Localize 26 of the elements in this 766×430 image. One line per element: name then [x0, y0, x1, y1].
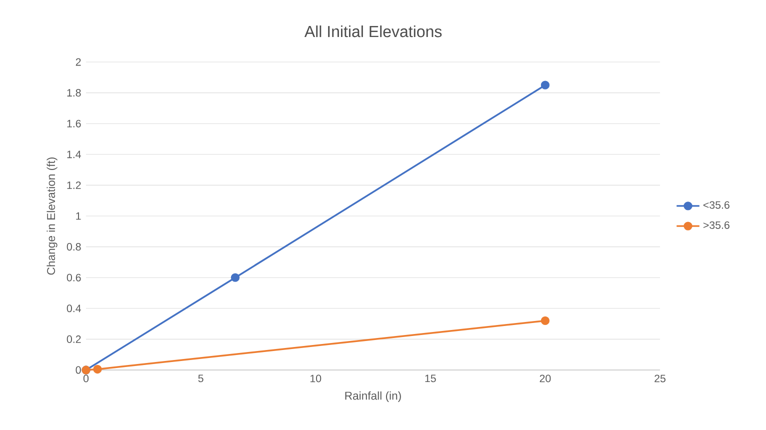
y-tick-label: 1.4	[67, 150, 81, 158]
x-tick-label: 0	[83, 374, 89, 382]
y-tick-label: 0	[76, 366, 81, 374]
x-tick-label: 5	[198, 374, 204, 382]
y-tick-label: 0.8	[66, 243, 81, 251]
y-axis-title: Change in Elevation (ft)	[46, 158, 58, 275]
x-axis-title: Rainfall (in)	[345, 391, 401, 402]
x-tick-label: 10	[310, 374, 322, 382]
point	[93, 364, 102, 374]
y-tick-label: 1.2	[67, 181, 81, 189]
point	[540, 80, 550, 90]
point	[230, 273, 240, 282]
legend-label: >35.6	[703, 221, 730, 229]
y-tick-label: 2	[76, 58, 81, 66]
point	[540, 316, 550, 326]
x-tick-label: 20	[540, 374, 551, 382]
y-tick-label: 0.6	[66, 274, 81, 282]
x-tick-label: 25	[654, 374, 666, 382]
y-tick-label: 0.4	[66, 304, 81, 312]
chart-title: All Initial Elevations	[304, 25, 442, 38]
legend-label: <35.6	[703, 201, 730, 209]
y-tick-label: 1.6	[67, 120, 81, 128]
y-tick-label: 1	[76, 212, 81, 220]
y-tick-label: 1.8	[67, 89, 81, 97]
y-tick-label: 0.2	[66, 335, 81, 343]
x-tick-label: 15	[425, 374, 436, 382]
